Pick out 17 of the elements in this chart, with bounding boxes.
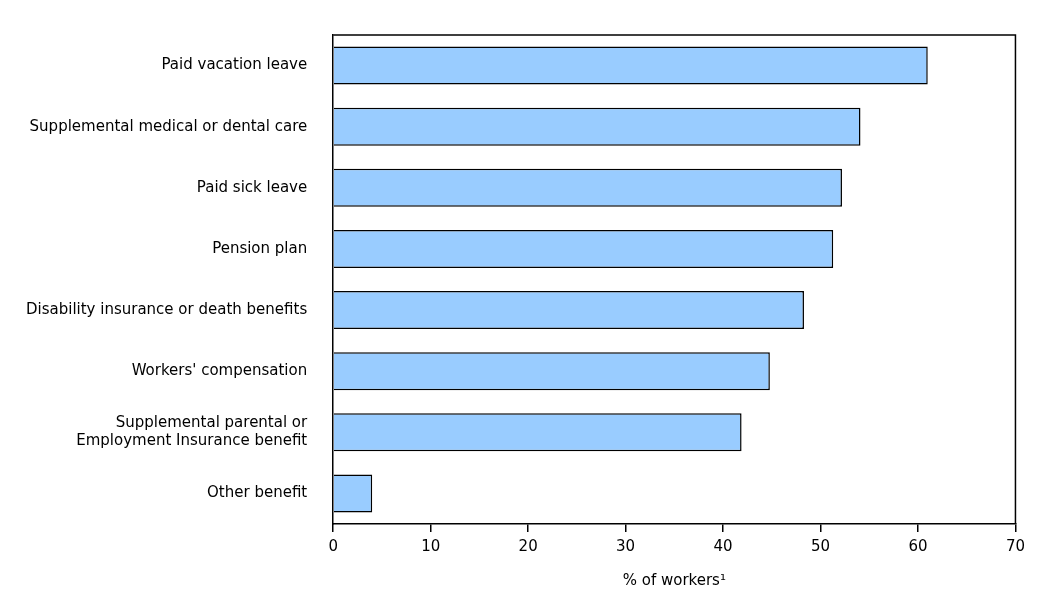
x-tick-label: 70 [1005, 536, 1025, 555]
x-tick-label: 60 [908, 536, 928, 555]
y-tick-label: Pension plan [212, 238, 308, 257]
x-tick-label: 10 [421, 536, 441, 555]
y-tick-label: Workers' compensation [131, 361, 308, 380]
y-tick-label: Paid sick leave [196, 177, 308, 196]
y-tick-label: Disability insurance or death benefits [25, 299, 308, 318]
y-tick-label: Supplemental medical or dental care [29, 116, 308, 135]
y-tick-label: Other benefit [207, 483, 308, 502]
x-tick-label: 20 [518, 536, 538, 555]
x-axis-title: % of workers¹ [622, 570, 726, 589]
x-tick-label: 40 [713, 536, 733, 555]
y-tick-label: Paid vacation leave [161, 55, 308, 74]
y-tick-label: Supplemental parental or Employment Insurance benefit [76, 413, 309, 450]
x-tick-label: 30 [616, 536, 636, 555]
x-tick-label: 0 [328, 536, 338, 555]
x-tick-label: 50 [810, 536, 831, 555]
